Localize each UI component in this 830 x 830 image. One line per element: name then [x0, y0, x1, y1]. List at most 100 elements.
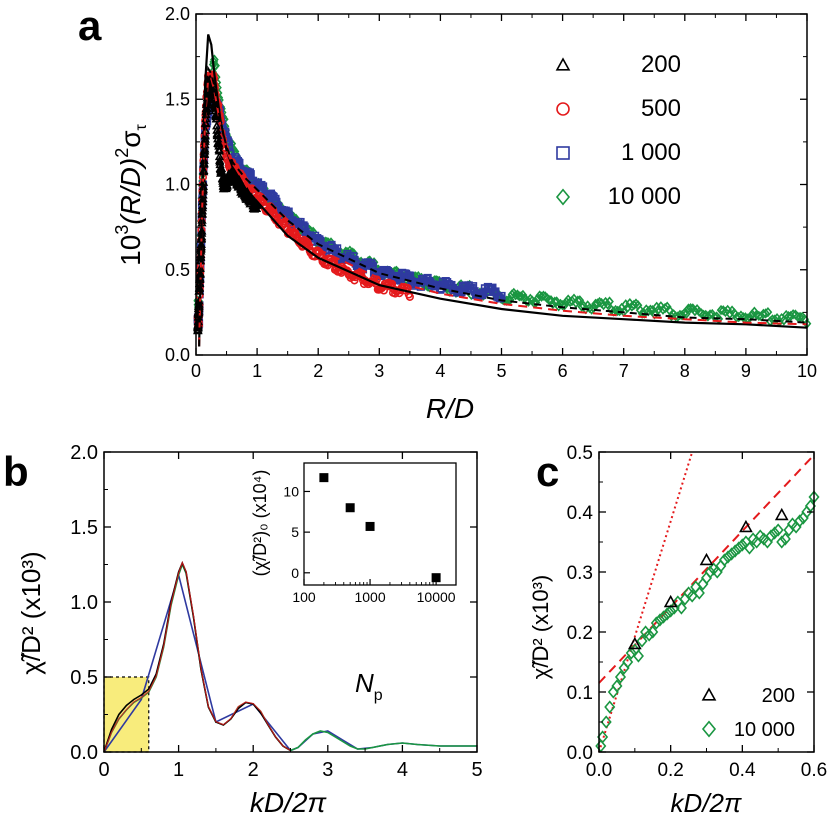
panel-b-x-tick-label: 4 — [397, 759, 408, 781]
panel-a-point-1000 — [284, 207, 293, 216]
panel-a-ylabel-sigma: σ — [115, 130, 146, 147]
panel-c-point-10000 — [611, 679, 623, 693]
panel-b-inset-xlabel: Np — [355, 668, 383, 704]
panel-a-point-1000 — [367, 259, 376, 268]
panel-a-fit-line-solid-black — [198, 34, 808, 347]
panel-a-legend-label: 500 — [641, 95, 681, 122]
panel-a-point-10000 — [721, 306, 730, 318]
panel-b-inset-y-tick-label: 0 — [291, 565, 299, 581]
panel-a-point-1000 — [497, 291, 506, 301]
panel-a-point-10000 — [761, 308, 771, 319]
panel-a-point-10000 — [677, 310, 687, 321]
panel-b-x-tick-label: 3 — [322, 759, 333, 781]
panel-c-x-tick-label: 0.4 — [729, 760, 756, 781]
panel-b-inset-point — [365, 521, 375, 531]
panel-a-point-10000 — [603, 299, 612, 310]
panel-c-legend-label: 10 000 — [734, 719, 795, 741]
panel-a-y-tick-label: 0.5 — [165, 260, 190, 280]
panel-a-legend-marker-triangle — [555, 57, 571, 71]
panel-a-legend-marker-diamond — [555, 188, 571, 206]
panel-a-point-1000 — [495, 294, 505, 303]
panel-c-y-tick-label: 0.2 — [567, 623, 593, 644]
panel-c-point-10000 — [654, 613, 666, 627]
panel-a-fit-line-dashed-black — [198, 65, 808, 347]
panel-b-inset-xlabel-sub: p — [374, 687, 383, 704]
panel-c-point-10000 — [765, 529, 777, 543]
panel-c-point-10000 — [622, 655, 634, 669]
panel-a-x-tick-label: 7 — [619, 361, 629, 381]
panel-c-point-10000 — [647, 625, 659, 639]
panel-c-legend-marker-diamond — [701, 720, 717, 738]
panel-a-point-10000 — [795, 311, 805, 323]
panel-a-ylabel-main: 10 — [115, 235, 146, 266]
panel-a-x-tick-label: 6 — [558, 361, 568, 381]
panel-a-point-10000 — [752, 309, 761, 320]
panel-a-point-10000 — [671, 311, 681, 322]
panel-c-point-10000 — [650, 616, 662, 630]
panel-a-point-10000 — [673, 311, 683, 322]
panel-a-x-tick-label: 9 — [741, 361, 751, 381]
panel-b-x-tick-label: 0 — [98, 759, 109, 781]
panel-b-x-tick-label: 2 — [248, 759, 259, 781]
panel-a-ylabel-mid: (R/D) — [115, 158, 146, 225]
panel-c-point-10000 — [657, 610, 670, 624]
panel-c-x-tick-label: 0.0 — [586, 760, 612, 781]
panel-b-inset-x-tick-label: 100 — [292, 589, 316, 605]
panel-b-inset-x-tick-label: 1000 — [354, 589, 385, 605]
panel-a-point-10000 — [705, 309, 715, 320]
panel-b-highlight-box — [103, 676, 150, 753]
panel-a-point-10000 — [550, 296, 560, 307]
panel-c-point-10000 — [736, 538, 748, 552]
panel-a-point-10000 — [599, 299, 608, 311]
panel-a-point-10000 — [514, 291, 524, 302]
svg-text:103(R/D)2στ: 103(R/D)2στ — [112, 123, 150, 265]
panel-a-chart: 0 1 2 3 4 5 6 7 8 9 10 0.0 0.5 1.0 1.5 2.0 200 500 1 000 10… — [165, 4, 817, 381]
panel-c-x-tick-label: 0.2 — [657, 760, 683, 781]
panel-c-fit-line-dotted-red — [598, 451, 694, 753]
panel-c-chart: 0.0 0.2 0.4 0.6 0.0 0.1 0.2 0.3 0.4 0.5 200 10 000 — [567, 443, 828, 781]
panel-a-legend-label: 10 000 — [608, 183, 681, 210]
panel-a-xlabel: R/D — [426, 393, 474, 424]
panel-b-inset-point — [319, 473, 329, 483]
panel-a-point-10000 — [716, 304, 726, 316]
panel-a-point-200 — [222, 181, 232, 190]
panel-a-point-10000 — [660, 302, 670, 314]
panel-c-point-10000 — [743, 541, 756, 555]
panel-a-point-10000 — [745, 312, 755, 323]
panel-c-point-10000 — [643, 628, 655, 642]
panel-c-point-10000 — [776, 535, 788, 549]
panel-b-y-tick-label: 0.5 — [70, 667, 98, 689]
panel-a-x-tick-label: 1 — [252, 361, 262, 381]
panel-b-label: b — [3, 448, 29, 495]
panel-b-y-tick-label: 0.0 — [70, 742, 98, 764]
panel-b-chart: 0 1 2 3 4 5 0.0 0.5 1.0 1.5 2.0 — [70, 442, 482, 781]
panel-a-x-tick-label: 4 — [435, 361, 445, 381]
panel-c-point-10000 — [726, 547, 738, 561]
panel-c-y-tick-label: 0.5 — [567, 443, 593, 464]
panel-c-point-200 — [774, 507, 789, 521]
panel-a-x-tick-label: 10 — [797, 361, 817, 381]
panel-a-point-10000 — [539, 290, 548, 301]
panel-a-point-10000 — [646, 304, 655, 315]
panel-c-point-10000 — [625, 646, 637, 660]
panel-b-y-tick-label: 1.5 — [70, 517, 98, 539]
panel-a-label: a — [78, 2, 102, 49]
panel-c-point-10000 — [600, 715, 612, 729]
panel-b-inset-x-tick-label: 10000 — [417, 589, 456, 605]
panel-a-x-tick-label: 0 — [191, 361, 201, 381]
panel-c-point-200 — [739, 519, 753, 533]
panel-a-x-tick-label: 3 — [374, 361, 384, 381]
panel-a-point-10000 — [573, 295, 583, 306]
panel-c-point-10000 — [733, 541, 745, 555]
panel-a-legend-marker-square — [556, 146, 570, 160]
panel-a-point-10000 — [763, 306, 773, 318]
panel-c-legend-marker-triangle — [701, 687, 717, 701]
panel-b-inset-chart: 100 1000 10000 0 5 10 — [283, 462, 457, 605]
panel-c-point-10000 — [693, 586, 705, 600]
panel-a-fit-line-dashed-red — [198, 77, 808, 347]
panel-c-point-10000 — [661, 607, 673, 621]
panel-c-point-200 — [663, 594, 678, 608]
panel-c-point-10000 — [718, 553, 730, 567]
panel-a-legend-label: 200 — [641, 51, 681, 78]
